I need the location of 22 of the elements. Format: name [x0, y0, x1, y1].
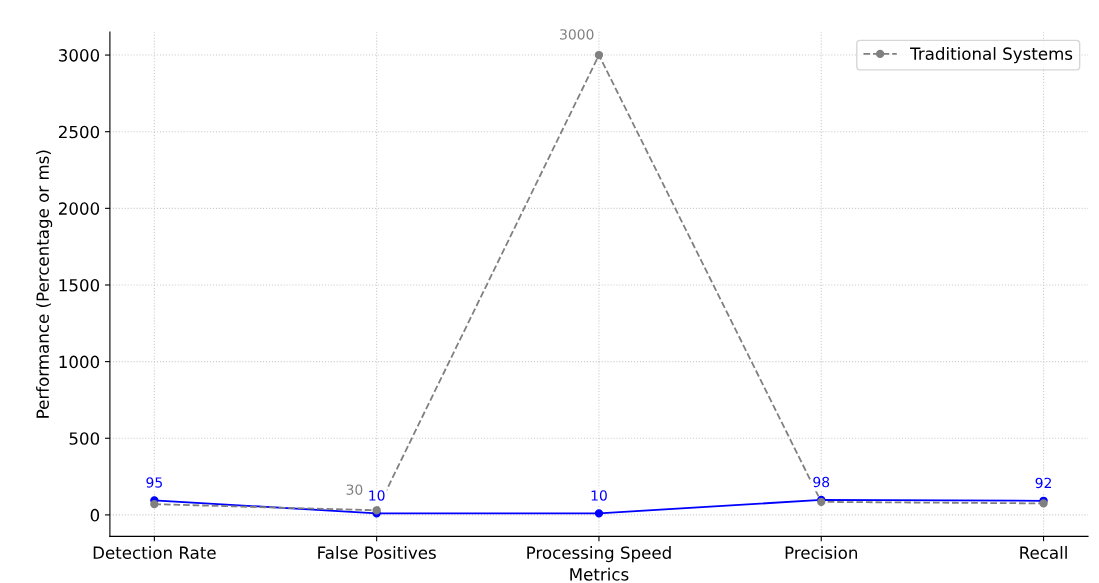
x-tick-label: Precision — [785, 546, 858, 559]
data-label: 92 — [1035, 477, 1051, 489]
x-tick-label: False Positives — [318, 546, 436, 559]
y-axis-title: Performance (Percentage or ms) — [36, 150, 53, 418]
x-tick-label: Recall — [1020, 546, 1067, 559]
y-tick-label: 2500 — [58, 125, 100, 139]
y-tick-label: 0 — [90, 508, 100, 522]
data-label: 3000 — [560, 29, 594, 40]
x-tick-label: Processing Speed — [527, 546, 671, 563]
y-tick-label: 1000 — [59, 355, 100, 369]
data-label: 98 — [813, 476, 830, 488]
y-tick-label: 2000 — [58, 202, 100, 215]
data-label: 95 — [146, 477, 162, 488]
x-axis-title: Metrics — [570, 567, 629, 581]
y-tick-label: 1500 — [59, 278, 100, 292]
y-tick-label: 500 — [69, 432, 100, 445]
data-label: 10 — [369, 490, 385, 501]
y-tick-label: 3000 — [59, 49, 100, 62]
data-label: 10 — [591, 490, 607, 501]
legend-label: Traditional Systems — [910, 47, 1073, 64]
data-label: 30 — [346, 484, 363, 495]
x-tick-label: Detection Rate — [93, 546, 216, 559]
